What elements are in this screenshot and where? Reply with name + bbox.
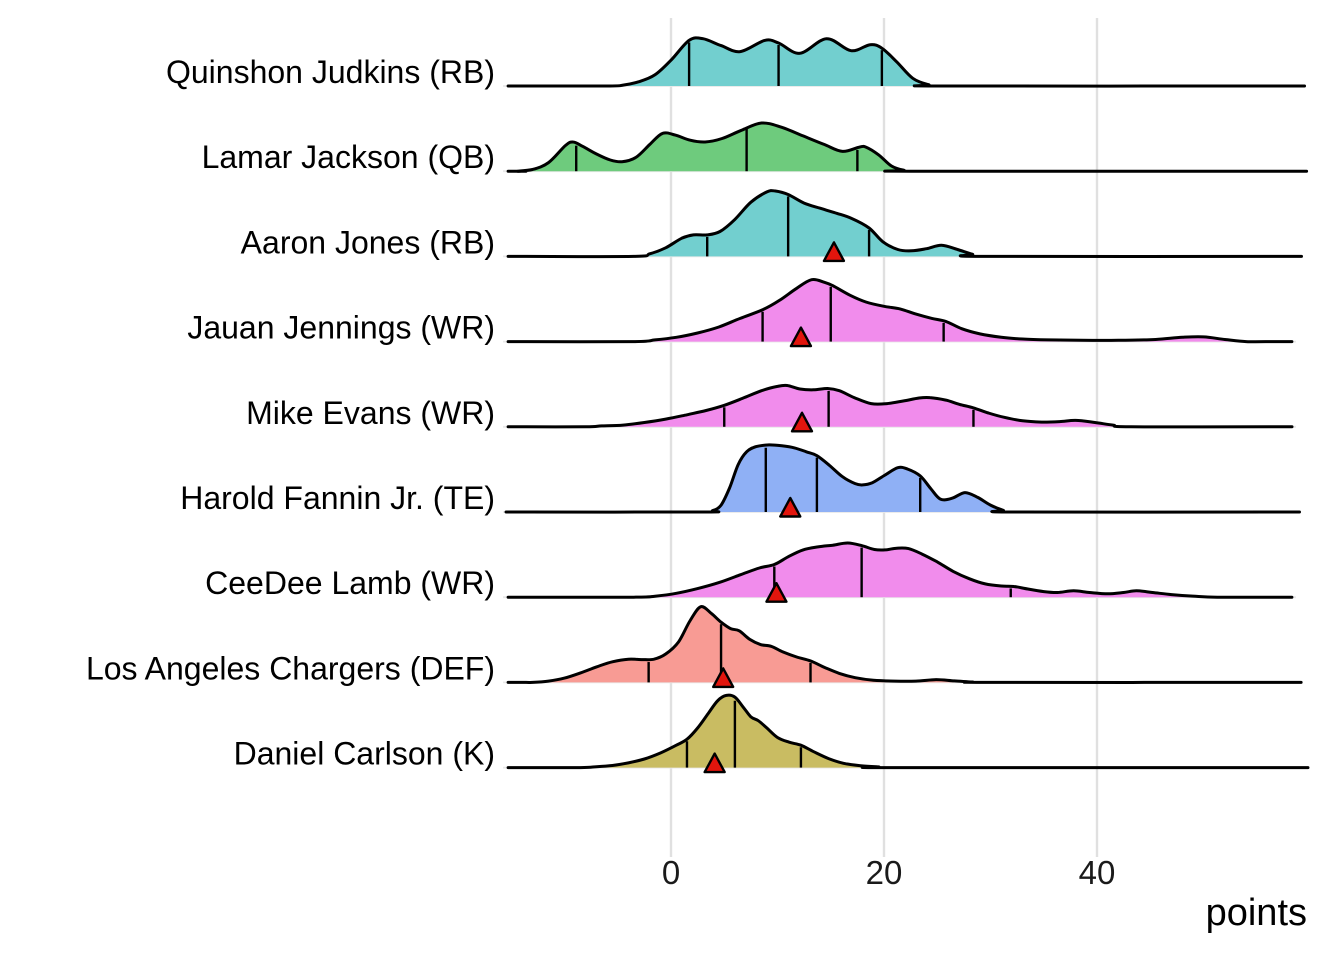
density-outline [506, 189, 1303, 259]
density-outline [506, 36, 1306, 88]
row-label-la-chargers: Los Angeles Chargers (DEF) [86, 650, 495, 686]
ridge-row-lamar-jackson-qb [503, 121, 1308, 173]
row-label-jauan-jennings: Jauan Jennings (WR) [187, 310, 495, 346]
row-label-lamar-jackson: Lamar Jackson (QB) [202, 139, 495, 175]
row-label-quinshon-judkins: Quinshon Judkins (RB) [166, 54, 495, 90]
ridge-row-jauan-jennings-wr [503, 277, 1296, 344]
density-fill [508, 190, 1302, 257]
density-outline [506, 693, 1310, 770]
density-fill [508, 122, 1307, 172]
ridge-layer [503, 36, 1310, 770]
density-outline [506, 383, 1294, 429]
density-outline [506, 277, 1294, 344]
x-axis-title: points [1206, 892, 1307, 934]
density-fill [506, 444, 1300, 513]
ridge-row-quinshon-judkins-rb [503, 36, 1306, 88]
actual-points-marker [765, 582, 788, 603]
ridge-row-harold-fannin-jr-te [503, 443, 1301, 514]
density-outline [506, 541, 1294, 599]
actual-points-marker [703, 752, 726, 774]
row-label-aaron-jones: Aaron Jones (RB) [241, 224, 495, 260]
label-layer: Quinshon Judkins (RB) Lamar Jackson (QB)… [86, 54, 1307, 934]
ridge-row-ceedee-lamb-wr [503, 541, 1296, 599]
x-tick-label-40: 40 [1079, 854, 1116, 891]
density-fill [508, 279, 1292, 342]
density-fill [508, 385, 1292, 427]
density-outline [504, 443, 1301, 514]
x-tick-label-20: 20 [866, 854, 903, 891]
density-fill [508, 37, 1305, 87]
actual-points-marker [790, 411, 814, 433]
ridge-row-mike-evans-wr [503, 383, 1296, 429]
actual-points-marker [779, 496, 802, 518]
row-label-ceedee-lamb: CeeDee Lamb (WR) [205, 565, 495, 601]
density-fill [508, 695, 1308, 768]
ridge-row-aaron-jones-rb [503, 189, 1303, 259]
actual-points-marker [822, 241, 846, 263]
actual-points-marker [789, 326, 813, 348]
density-outline [506, 605, 1303, 684]
actual-points-marker [711, 667, 735, 689]
ridge-row-daniel-carlson-k [503, 693, 1310, 770]
x-tick-label-0: 0 [662, 854, 680, 891]
row-label-daniel-carlson: Daniel Carlson (K) [234, 736, 495, 772]
density-fill [508, 606, 1302, 683]
density-outline [506, 121, 1308, 173]
marker-layer [703, 241, 846, 774]
row-label-mike-evans: Mike Evans (WR) [246, 395, 495, 431]
row-label-harold-fannin: Harold Fannin Jr. (TE) [180, 480, 495, 516]
density-fill [508, 542, 1292, 598]
ridge-row-los-angeles-chargers-def [503, 605, 1303, 684]
